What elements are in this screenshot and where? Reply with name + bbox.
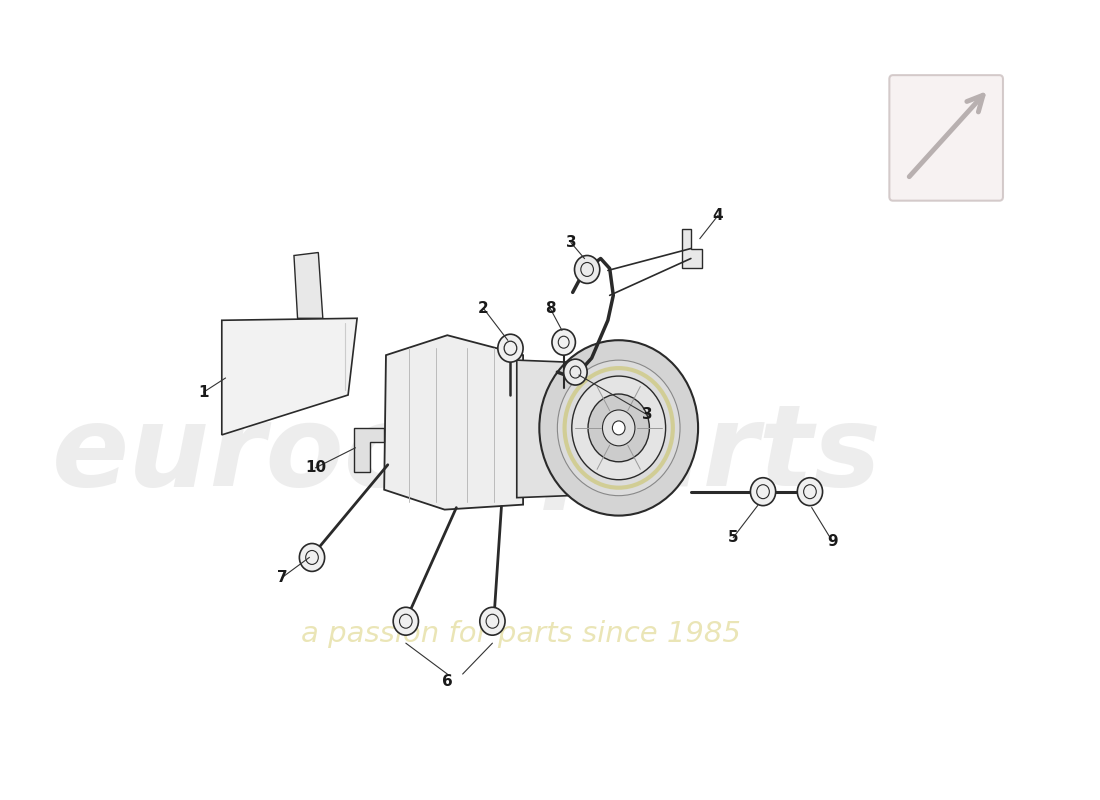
Circle shape (588, 394, 649, 462)
Polygon shape (682, 229, 702, 269)
Text: 9: 9 (827, 534, 838, 549)
Polygon shape (354, 428, 384, 472)
Circle shape (603, 410, 635, 446)
FancyBboxPatch shape (889, 75, 1003, 201)
Text: 10: 10 (305, 460, 327, 475)
Text: 2: 2 (478, 301, 488, 316)
Circle shape (539, 340, 698, 515)
Circle shape (750, 478, 776, 506)
Circle shape (480, 607, 505, 635)
Polygon shape (222, 318, 358, 435)
Text: 8: 8 (544, 301, 556, 316)
Text: 6: 6 (442, 674, 453, 689)
Text: a passion for parts since 1985: a passion for parts since 1985 (301, 620, 741, 648)
Polygon shape (384, 335, 524, 510)
Text: eurocarparts: eurocarparts (52, 399, 882, 510)
Circle shape (574, 255, 600, 283)
Text: 1: 1 (198, 385, 209, 399)
Circle shape (299, 543, 324, 571)
Circle shape (552, 330, 575, 355)
Text: 4: 4 (713, 208, 723, 223)
Circle shape (393, 607, 418, 635)
Text: 3: 3 (565, 235, 576, 250)
Text: 3: 3 (642, 407, 653, 422)
Polygon shape (294, 253, 322, 318)
Circle shape (572, 376, 666, 480)
Text: 7: 7 (277, 570, 287, 585)
Text: 5: 5 (728, 530, 738, 545)
Polygon shape (517, 360, 569, 498)
Circle shape (498, 334, 524, 362)
Circle shape (613, 421, 625, 435)
Circle shape (558, 360, 680, 496)
Circle shape (563, 359, 587, 385)
Circle shape (798, 478, 823, 506)
